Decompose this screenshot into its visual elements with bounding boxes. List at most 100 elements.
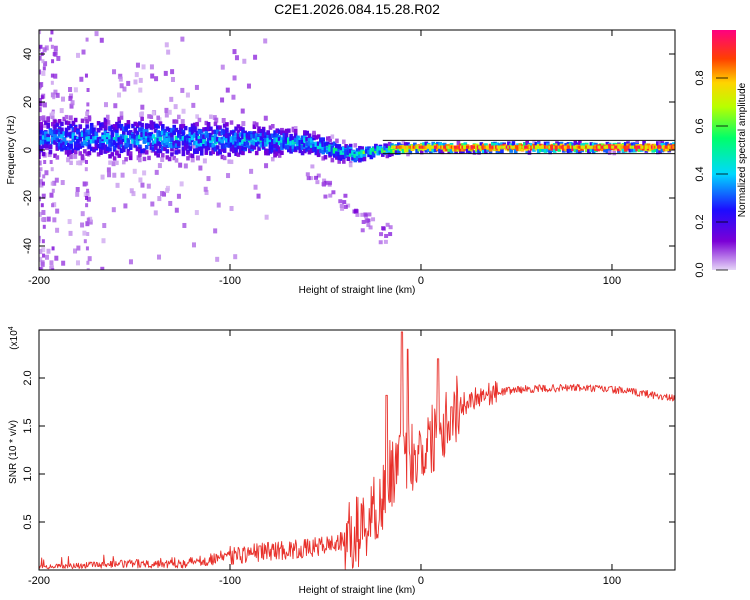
spectrogram-cell — [548, 148, 552, 153]
spectrogram-cell — [128, 151, 133, 156]
spectrogram-cell — [199, 151, 204, 156]
spectrogram-cell — [387, 152, 392, 157]
spectrogram-cell — [50, 167, 54, 172]
spectrogram-cell — [284, 128, 289, 134]
spectrogram-cell — [490, 145, 493, 149]
spectrogram-cell — [119, 115, 124, 120]
spectrogram-cell — [332, 149, 337, 154]
spectrogram-cell — [481, 148, 486, 154]
spectrogram-cell — [344, 144, 348, 149]
spectrogram-cell — [502, 145, 506, 149]
spectrogram-cell — [273, 146, 277, 151]
spectrogram-cell — [229, 159, 234, 165]
spectrogram-cell — [287, 139, 291, 145]
spectrogram-cell — [275, 137, 280, 142]
spectrogram-cell — [543, 148, 548, 153]
spectrogram-cell — [41, 70, 46, 76]
spectrogram-cell — [660, 145, 663, 149]
spectrogram-cell — [150, 73, 155, 79]
spectrogram-cell — [539, 147, 543, 153]
spectrogram-cell — [252, 145, 257, 150]
spectrogram-cell — [112, 69, 117, 75]
spectrogram-cell — [332, 153, 337, 158]
spectrogram-cell — [236, 152, 241, 157]
spectrogram-cell — [170, 143, 174, 149]
spectrogram-cell — [52, 180, 57, 186]
spectrogram-cell — [458, 147, 463, 152]
spectrogram-cell — [115, 121, 119, 127]
spectrogram-cell — [252, 140, 257, 146]
spectrogram-cell — [594, 145, 597, 149]
spectrogram-cell — [418, 145, 422, 149]
spectrogram-cell — [135, 136, 140, 141]
spectrogram-cell — [108, 134, 112, 140]
spectrogram-cell — [447, 147, 452, 152]
spectrogram-cell — [568, 145, 571, 149]
spectrogram-cell — [39, 97, 42, 103]
spectrogram-cell — [138, 157, 142, 163]
spectrogram-cell — [493, 145, 496, 149]
spectrogram-cell — [163, 142, 167, 147]
spectrogram-cell — [86, 196, 91, 202]
spectrogram-cell — [339, 146, 344, 152]
spectrogram-cell — [76, 138, 80, 144]
spectrogram-cell — [259, 133, 264, 138]
spectrogram-cell — [514, 145, 518, 149]
spectrogram-cell — [76, 143, 80, 148]
spectrogram-cell — [166, 49, 171, 55]
spectrogram-cell — [383, 146, 387, 151]
spectrogram-cell — [479, 142, 484, 147]
spectrogram-cell — [68, 230, 73, 236]
spectrogram-cell — [314, 142, 319, 147]
spectrogram-cell — [254, 142, 259, 147]
spectrogram-cell — [211, 149, 215, 155]
spectrogram-cell — [582, 145, 585, 149]
spectrogram-cell — [339, 153, 344, 159]
spectrogram-cell — [348, 149, 353, 154]
spectrogram-cell — [111, 207, 116, 213]
spectrogram-cell — [353, 153, 358, 159]
spectrogram-cell — [328, 144, 332, 149]
spectrogram-cell — [174, 127, 179, 133]
spectrogram-cell — [229, 142, 234, 147]
spectrogram-cell — [225, 138, 229, 143]
spectrogram-cell — [39, 129, 44, 134]
spectrogram-cell — [582, 143, 587, 148]
spectrogram-cell — [234, 136, 238, 141]
spectrogram-cell — [50, 92, 55, 98]
spectrogram-cell — [413, 142, 417, 147]
spectrogram-cell — [232, 148, 236, 154]
spectrogram-cell — [406, 147, 410, 153]
spectrogram-cell — [273, 137, 277, 142]
spectrogram-cell — [275, 151, 280, 156]
spectrogram-cell — [170, 152, 174, 157]
spectrogram-cell — [513, 149, 518, 154]
spectrogram-cell — [415, 145, 418, 149]
spectrogram-cell — [275, 147, 280, 152]
spectrogram-cell — [390, 149, 394, 154]
spectrogram-cell — [41, 181, 45, 186]
spectrogram-cell — [456, 140, 461, 146]
spectrogram-cell — [209, 132, 213, 138]
spectrogram-cell — [215, 136, 220, 142]
spectrogram-cell — [303, 133, 307, 138]
spectrogram-cell — [300, 145, 305, 151]
spectrogram-cell — [144, 135, 149, 140]
spectrogram-cell — [225, 122, 229, 127]
spectrogram-cell — [131, 139, 135, 144]
spectrogram-cell — [39, 82, 44, 88]
spectrogram-cell — [110, 142, 115, 147]
spectrogram-cell — [335, 147, 339, 152]
spectrogram-cell — [79, 76, 84, 82]
spectrogram-cell — [57, 132, 62, 137]
spectrogram-cell — [566, 145, 570, 149]
spectrogram-cell — [264, 150, 268, 156]
spectrogram-cell — [215, 129, 220, 134]
spectrogram-cell — [419, 149, 424, 155]
spectrogram-cell — [117, 124, 122, 129]
spectrogram-cell — [277, 129, 282, 134]
spectrogram-cell — [122, 134, 126, 139]
spectrogram-cell — [147, 155, 151, 161]
spectrogram-cell — [621, 148, 626, 153]
